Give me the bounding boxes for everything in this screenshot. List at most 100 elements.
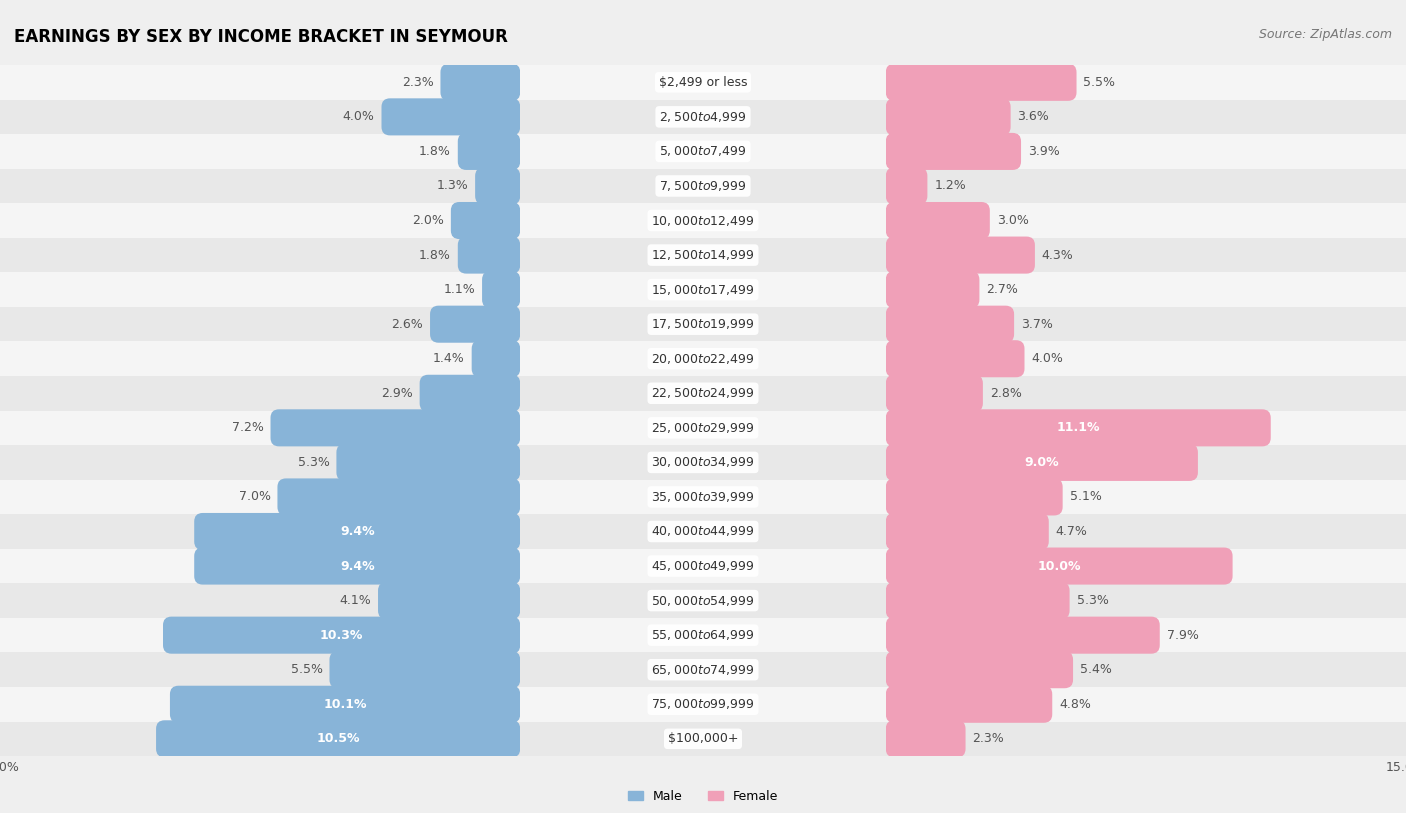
FancyBboxPatch shape xyxy=(458,133,520,170)
FancyBboxPatch shape xyxy=(451,202,520,239)
FancyBboxPatch shape xyxy=(886,409,1271,446)
Bar xyxy=(886,584,1406,618)
Text: 5.4%: 5.4% xyxy=(1080,663,1112,676)
Text: 3.6%: 3.6% xyxy=(1018,111,1049,124)
Bar xyxy=(0,411,520,446)
Text: 9.0%: 9.0% xyxy=(1025,456,1059,469)
Bar xyxy=(886,618,1406,652)
Text: 10.1%: 10.1% xyxy=(323,698,367,711)
Text: 4.7%: 4.7% xyxy=(1056,525,1088,538)
FancyBboxPatch shape xyxy=(163,616,520,654)
Text: $2,499 or less: $2,499 or less xyxy=(659,76,747,89)
Bar xyxy=(520,652,886,687)
FancyBboxPatch shape xyxy=(419,375,520,412)
FancyBboxPatch shape xyxy=(886,651,1073,689)
FancyBboxPatch shape xyxy=(886,547,1233,585)
Bar xyxy=(0,169,520,203)
FancyBboxPatch shape xyxy=(270,409,520,446)
FancyBboxPatch shape xyxy=(170,685,520,723)
Text: $50,000 to $54,999: $50,000 to $54,999 xyxy=(651,593,755,607)
Text: 4.1%: 4.1% xyxy=(339,594,371,607)
FancyBboxPatch shape xyxy=(381,98,520,136)
Text: 2.6%: 2.6% xyxy=(391,318,423,331)
Text: 9.4%: 9.4% xyxy=(340,559,374,572)
FancyBboxPatch shape xyxy=(886,616,1160,654)
FancyBboxPatch shape xyxy=(886,271,980,308)
Bar xyxy=(886,169,1406,203)
Bar xyxy=(0,687,520,722)
Bar xyxy=(520,480,886,515)
Text: $100,000+: $100,000+ xyxy=(668,733,738,746)
Text: $10,000 to $12,499: $10,000 to $12,499 xyxy=(651,214,755,228)
Text: 3.0%: 3.0% xyxy=(997,214,1029,227)
Bar xyxy=(520,169,886,203)
Bar xyxy=(886,480,1406,515)
FancyBboxPatch shape xyxy=(378,582,520,620)
Text: $15,000 to $17,499: $15,000 to $17,499 xyxy=(651,283,755,297)
Text: 1.8%: 1.8% xyxy=(419,249,451,262)
Bar xyxy=(0,549,520,584)
Text: 10.3%: 10.3% xyxy=(321,628,363,641)
Bar xyxy=(886,411,1406,446)
Text: $65,000 to $74,999: $65,000 to $74,999 xyxy=(651,663,755,676)
Bar xyxy=(520,722,886,756)
Bar xyxy=(0,203,520,237)
Text: 5.5%: 5.5% xyxy=(1084,76,1115,89)
FancyBboxPatch shape xyxy=(329,651,520,689)
Bar xyxy=(886,237,1406,272)
FancyBboxPatch shape xyxy=(471,340,520,377)
Text: 10.5%: 10.5% xyxy=(316,733,360,746)
Text: $40,000 to $44,999: $40,000 to $44,999 xyxy=(651,524,755,538)
Bar xyxy=(520,515,886,549)
Bar xyxy=(886,652,1406,687)
FancyBboxPatch shape xyxy=(440,63,520,101)
Bar xyxy=(520,65,886,99)
Bar xyxy=(886,515,1406,549)
FancyBboxPatch shape xyxy=(886,478,1063,515)
FancyBboxPatch shape xyxy=(886,98,1011,136)
Text: 4.0%: 4.0% xyxy=(343,111,374,124)
Text: $45,000 to $49,999: $45,000 to $49,999 xyxy=(651,559,755,573)
Bar xyxy=(0,652,520,687)
Bar xyxy=(886,446,1406,480)
FancyBboxPatch shape xyxy=(194,547,520,585)
Text: 2.9%: 2.9% xyxy=(381,387,413,400)
Bar xyxy=(886,341,1406,376)
FancyBboxPatch shape xyxy=(886,582,1070,620)
Text: EARNINGS BY SEX BY INCOME BRACKET IN SEYMOUR: EARNINGS BY SEX BY INCOME BRACKET IN SEY… xyxy=(14,28,508,46)
FancyBboxPatch shape xyxy=(458,237,520,274)
Bar xyxy=(886,272,1406,307)
FancyBboxPatch shape xyxy=(194,513,520,550)
Bar xyxy=(520,411,886,446)
Bar xyxy=(520,584,886,618)
Text: 2.8%: 2.8% xyxy=(990,387,1022,400)
FancyBboxPatch shape xyxy=(336,444,520,481)
FancyBboxPatch shape xyxy=(886,340,1025,377)
FancyBboxPatch shape xyxy=(886,685,1052,723)
FancyBboxPatch shape xyxy=(886,444,1198,481)
FancyBboxPatch shape xyxy=(886,375,983,412)
Bar xyxy=(886,65,1406,99)
Text: 2.3%: 2.3% xyxy=(402,76,433,89)
FancyBboxPatch shape xyxy=(886,167,928,205)
Text: $2,500 to $4,999: $2,500 to $4,999 xyxy=(659,110,747,124)
Text: $35,000 to $39,999: $35,000 to $39,999 xyxy=(651,490,755,504)
Text: 2.3%: 2.3% xyxy=(973,733,1004,746)
Text: $7,500 to $9,999: $7,500 to $9,999 xyxy=(659,179,747,193)
Bar xyxy=(0,376,520,411)
FancyBboxPatch shape xyxy=(886,237,1035,274)
Bar xyxy=(520,203,886,237)
Text: 1.3%: 1.3% xyxy=(436,180,468,193)
FancyBboxPatch shape xyxy=(886,133,1021,170)
FancyBboxPatch shape xyxy=(430,306,520,343)
Text: 4.8%: 4.8% xyxy=(1059,698,1091,711)
Legend: Male, Female: Male, Female xyxy=(628,789,778,802)
Bar xyxy=(0,272,520,307)
Bar xyxy=(520,134,886,169)
Bar xyxy=(886,549,1406,584)
FancyBboxPatch shape xyxy=(482,271,520,308)
Text: 1.8%: 1.8% xyxy=(419,145,451,158)
Bar xyxy=(520,618,886,652)
Bar xyxy=(0,584,520,618)
FancyBboxPatch shape xyxy=(886,202,990,239)
